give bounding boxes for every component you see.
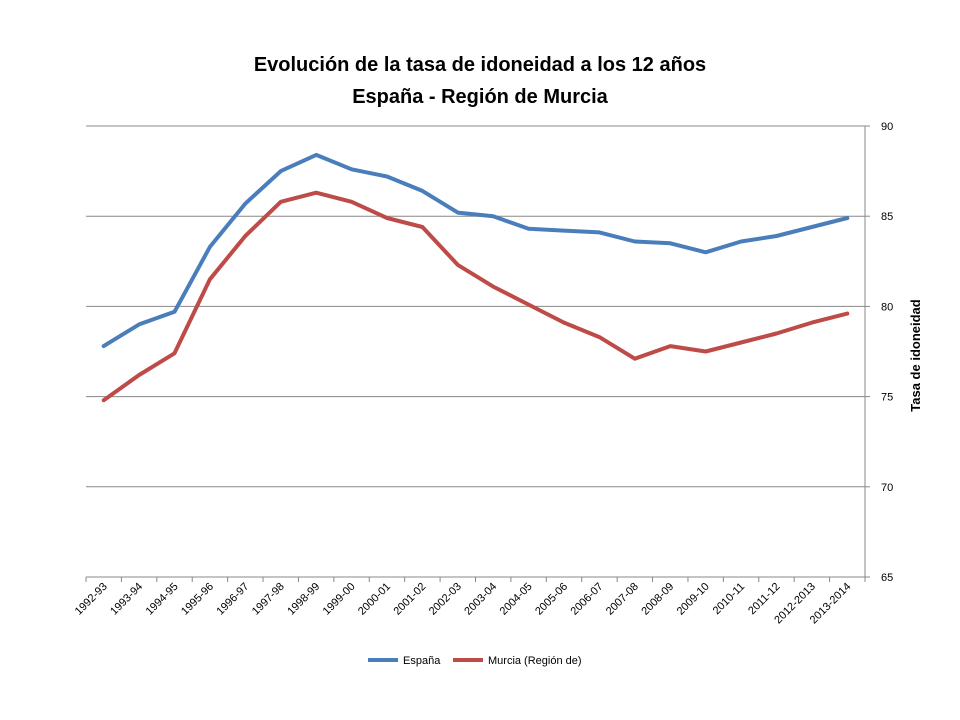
data-point [668,241,672,245]
data-point [243,234,247,238]
data-point [845,312,849,316]
data-point [173,310,177,314]
x-tick-label: 2003-04 [462,581,499,618]
data-point [810,321,814,325]
x-tick-label: 2011-12 [746,581,782,617]
data-point [597,230,601,234]
x-tick-label: 1998-99 [285,581,322,618]
data-point [704,250,708,254]
data-point [774,331,778,335]
x-tick-label: 2007-08 [604,581,641,618]
data-point [739,239,743,243]
data-point [137,373,141,377]
data-point [739,340,743,344]
data-point [385,175,389,179]
series-line-1 [101,152,850,349]
data-point [385,216,389,220]
data-point [137,322,141,326]
y-tick-label: 75 [881,392,893,404]
x-tick-label: 1992-93 [73,581,110,618]
x-tick-label: 2008-09 [639,581,676,618]
data-point [633,357,637,361]
x-tick-label: 1999-00 [321,581,358,618]
data-point [597,335,601,339]
legend-label: España [403,655,441,667]
data-point [704,350,708,353]
data-point [562,321,566,325]
data-point [491,214,495,218]
x-tick-label: 2005-06 [533,581,570,618]
x-tick-label: 2006-07 [569,581,606,618]
x-tick-label: 2000-01 [356,581,393,618]
data-point [774,234,778,238]
series-line-2 [101,190,850,403]
data-point [633,239,637,243]
data-point [279,200,283,204]
data-point [314,191,318,195]
legend-label: Murcia (Región de) [488,655,582,667]
data-point [102,344,106,348]
x-tick-label: 1996-97 [214,581,251,618]
x-tick-label: 2002-03 [427,581,464,618]
y-tick-label: 70 [881,482,893,494]
data-point [562,229,566,233]
x-tick-label: 2010-11 [711,581,747,617]
y-axis-title: Tasa de idoneidad [908,299,923,412]
data-point [350,200,354,204]
data-point [279,169,283,173]
x-tick-label: 1993-94 [108,581,145,618]
data-point [527,227,531,231]
y-tick-label: 90 [881,121,893,133]
data-point [314,153,318,157]
chart-subtitle: España - Región de Murcia [352,86,608,108]
data-point [810,225,814,229]
data-point [420,225,424,229]
data-point [243,202,247,206]
y-tick-label: 85 [881,211,893,223]
x-tick-label: 2009-10 [675,581,712,618]
x-tick-label: 2001-02 [391,581,428,618]
data-point [456,263,460,267]
data-point [527,303,531,307]
data-point [420,189,424,193]
data-point [845,216,849,220]
x-tick-label: 1994-95 [144,581,181,618]
data-point [208,277,212,281]
data-point [173,351,177,355]
x-tick-label: 2004-05 [498,581,535,618]
data-point [350,167,354,171]
x-tick-label: 1997-98 [250,581,287,618]
data-point [668,344,672,348]
x-tick-label: 1995-96 [179,581,216,618]
data-point [102,398,106,402]
data-point [491,285,495,289]
data-point [456,211,460,215]
data-point [208,245,212,249]
y-tick-label: 65 [881,572,893,584]
y-tick-label: 80 [881,301,893,313]
chart-title: Evolución de la tasa de idoneidad a los … [253,54,707,76]
